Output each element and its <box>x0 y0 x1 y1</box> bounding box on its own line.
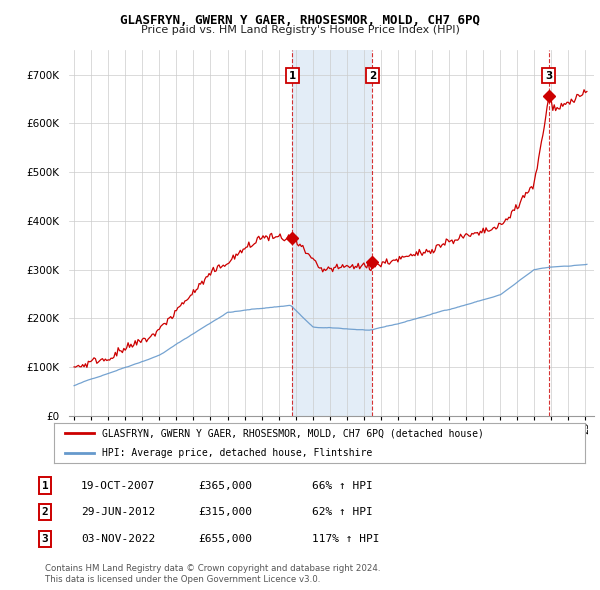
Text: 1: 1 <box>41 481 49 490</box>
Text: 29-JUN-2012: 29-JUN-2012 <box>81 507 155 517</box>
Text: Price paid vs. HM Land Registry's House Price Index (HPI): Price paid vs. HM Land Registry's House … <box>140 25 460 35</box>
Text: 03-NOV-2022: 03-NOV-2022 <box>81 534 155 543</box>
Text: 2: 2 <box>41 507 49 517</box>
Text: 66% ↑ HPI: 66% ↑ HPI <box>312 481 373 490</box>
Text: 62% ↑ HPI: 62% ↑ HPI <box>312 507 373 517</box>
Text: 2: 2 <box>369 71 376 81</box>
Text: This data is licensed under the Open Government Licence v3.0.: This data is licensed under the Open Gov… <box>45 575 320 584</box>
Text: HPI: Average price, detached house, Flintshire: HPI: Average price, detached house, Flin… <box>102 448 372 458</box>
Bar <box>292 50 373 416</box>
Text: 3: 3 <box>545 71 552 81</box>
Text: 117% ↑ HPI: 117% ↑ HPI <box>312 534 380 543</box>
Text: GLASFRYN, GWERN Y GAER, RHOSESMOR, MOLD, CH7 6PQ: GLASFRYN, GWERN Y GAER, RHOSESMOR, MOLD,… <box>120 14 480 27</box>
Text: GLASFRYN, GWERN Y GAER, RHOSESMOR, MOLD, CH7 6PQ (detached house): GLASFRYN, GWERN Y GAER, RHOSESMOR, MOLD,… <box>102 428 484 438</box>
Text: 1: 1 <box>289 71 296 81</box>
Text: £655,000: £655,000 <box>198 534 252 543</box>
Text: 3: 3 <box>41 534 49 543</box>
Text: £365,000: £365,000 <box>198 481 252 490</box>
Text: Contains HM Land Registry data © Crown copyright and database right 2024.: Contains HM Land Registry data © Crown c… <box>45 565 380 573</box>
Text: £315,000: £315,000 <box>198 507 252 517</box>
Text: 19-OCT-2007: 19-OCT-2007 <box>81 481 155 490</box>
